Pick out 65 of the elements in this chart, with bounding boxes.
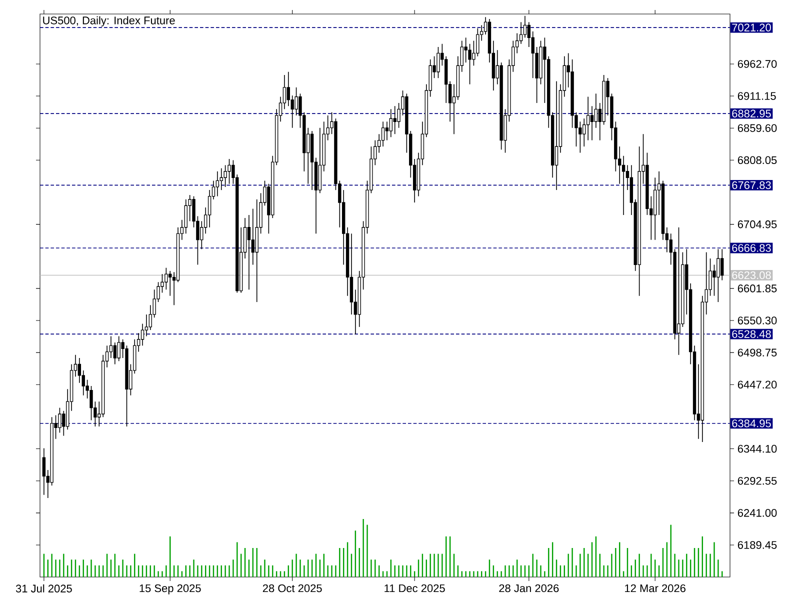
candlestick — [251, 208, 255, 266]
x-tick-label: 31 Jul 2025 — [16, 584, 72, 592]
x-tick-label: 11 Dec 2025 — [384, 584, 445, 592]
y-tick-label: 6808.05 — [738, 156, 777, 164]
y-tick-label: 6344.10 — [738, 444, 777, 453]
candlestick — [286, 71, 290, 106]
ref-line-label: 6666.83 — [732, 244, 771, 252]
y-tick-label: 6241.00 — [738, 509, 777, 517]
candlestick — [554, 80, 558, 190]
candlestick — [140, 323, 144, 346]
candlestick — [224, 164, 227, 188]
candlestick — [622, 155, 626, 216]
candlestick — [109, 336, 113, 358]
candlestick — [90, 386, 93, 421]
candlestick — [468, 43, 472, 85]
candlestick — [228, 158, 231, 184]
candlestick — [294, 87, 298, 116]
candlestick — [519, 22, 523, 44]
candlestick — [58, 407, 62, 434]
candlestick — [677, 226, 680, 356]
candlestick — [381, 121, 385, 147]
candlestick — [117, 336, 120, 362]
y-tick-label: 6962.70 — [738, 60, 777, 68]
y-tick-label: 6189.45 — [738, 541, 777, 549]
x-tick-label: 12 Mar 2026 — [625, 584, 686, 592]
y-tick-label: 6292.55 — [738, 476, 777, 485]
y-tick-label: 6447.20 — [738, 380, 777, 389]
candlestick — [220, 168, 223, 190]
y-tick-label: 6498.75 — [738, 348, 777, 356]
candlestick — [594, 93, 598, 128]
x-tick-label: 28 Jan 2026 — [499, 584, 559, 592]
x-tick-label: 28 Oct 2025 — [262, 584, 322, 592]
y-tick-label: 6601.85 — [738, 284, 777, 292]
chart-title: US500, Daily: Index Future — [43, 16, 175, 27]
ref-line-label: 6767.83 — [732, 181, 771, 190]
ref-line-label: 6528.48 — [732, 330, 771, 338]
ref-line-label: 6882.95 — [732, 110, 771, 118]
candlestick — [78, 358, 82, 384]
candlestick — [720, 248, 724, 281]
candlestick — [476, 28, 480, 57]
candlestick — [590, 106, 594, 141]
candlestick — [42, 448, 46, 496]
y-tick-label: 6911.15 — [738, 92, 776, 100]
candlestick — [389, 108, 393, 138]
candlestick — [582, 118, 586, 147]
candlestick — [144, 314, 148, 337]
candlestick — [113, 342, 117, 365]
candlestick — [184, 198, 188, 234]
y-tick-label: 6859.60 — [738, 124, 777, 132]
candlestick — [247, 214, 251, 290]
candlestick — [464, 37, 468, 63]
candlestick — [436, 46, 440, 78]
ref-line-label: 6623.08 — [732, 271, 771, 280]
ref-line-label: 6384.95 — [732, 419, 771, 428]
y-tick-label: 6550.30 — [738, 316, 777, 324]
x-tick-label: 15 Sep 2025 — [140, 584, 201, 594]
candlestick — [216, 170, 220, 197]
candlestick — [586, 96, 590, 141]
ref-line-label: 7021.20 — [732, 24, 771, 32]
candlestick — [393, 106, 396, 134]
candlestick — [168, 270, 172, 296]
candlestick — [385, 121, 389, 141]
candlestick — [208, 190, 212, 228]
y-tick-label: 6704.95 — [738, 220, 777, 228]
candlestick — [716, 248, 720, 302]
